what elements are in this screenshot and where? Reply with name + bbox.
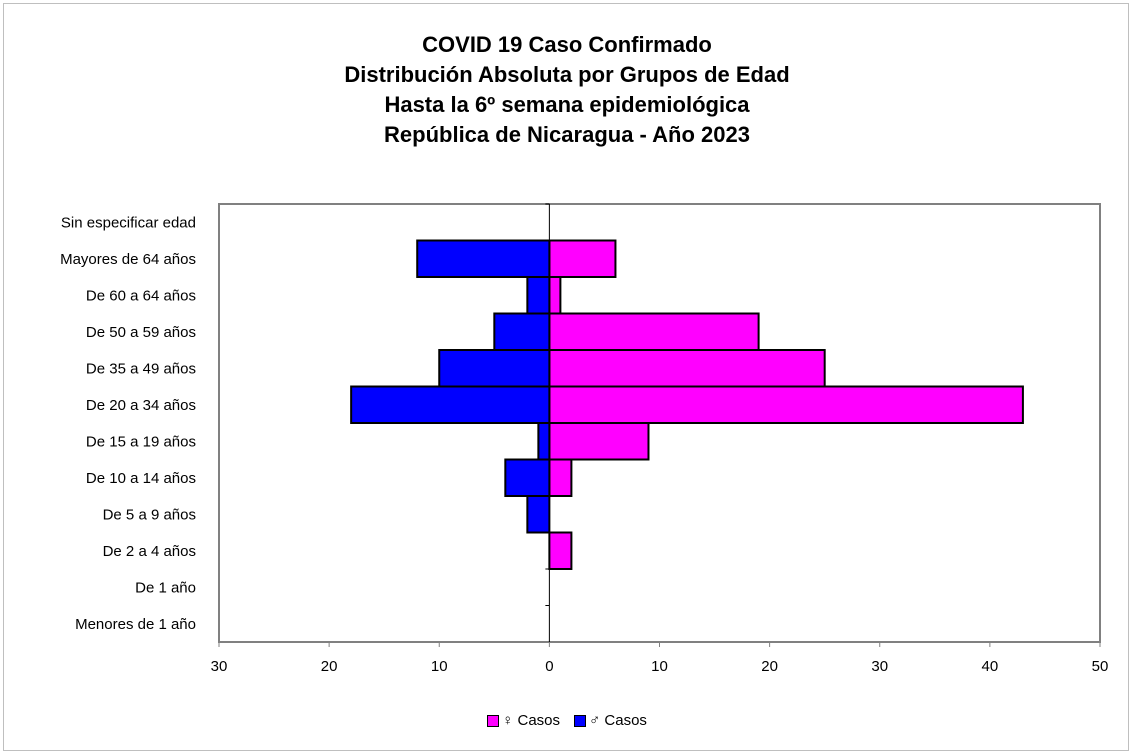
x-tick-label: 50 — [1092, 658, 1109, 675]
title-line-1: COVID 19 Caso Confirmado — [422, 32, 712, 57]
category-label: Sin especificar edad — [61, 214, 196, 231]
x-tick-label: 0 — [545, 658, 553, 675]
x-tick-label: 20 — [321, 658, 338, 675]
category-label: De 60 a 64 años — [86, 287, 196, 304]
bar-female — [548, 422, 650, 461]
title-line-3: Hasta la 6º semana epidemiológica — [384, 92, 750, 117]
bar-female — [548, 458, 573, 497]
bar-male — [350, 385, 551, 424]
bar-male — [438, 349, 551, 388]
category-label: Menores de 1 año — [75, 616, 196, 633]
chart-frame — [3, 3, 1129, 751]
legend-label-male: ♂ Casos — [589, 712, 647, 729]
legend-swatch-male — [574, 714, 586, 727]
bar-male — [537, 422, 551, 461]
bar-female — [548, 276, 562, 315]
category-label: De 10 a 14 años — [86, 470, 196, 487]
category-label: De 1 año — [135, 579, 196, 596]
chart-title: COVID 19 Caso Confirmado Distribución Ab… — [0, 30, 1134, 150]
x-tick-label: 30 — [211, 658, 228, 675]
legend-swatch-female — [487, 714, 500, 727]
x-tick-label: 10 — [431, 658, 448, 675]
x-tick-label: 30 — [871, 658, 888, 675]
bar-male — [493, 312, 551, 351]
x-tick-label: 40 — [982, 658, 999, 675]
bar-female — [548, 385, 1024, 424]
legend-label-female: ♀ Casos — [502, 712, 560, 729]
bar-female — [548, 239, 617, 278]
x-tick-label: 10 — [651, 658, 668, 675]
category-label: De 2 a 4 años — [103, 543, 196, 560]
legend: ♀ Casos ♂ Casos — [0, 712, 1134, 729]
category-label: De 5 a 9 años — [103, 506, 196, 523]
bar-male — [526, 495, 551, 534]
legend-item-female: ♀ Casos — [487, 712, 560, 729]
category-label: De 35 a 49 años — [86, 360, 196, 377]
bar-male — [504, 458, 551, 497]
bar-female — [548, 312, 760, 351]
bar-male — [526, 276, 551, 315]
category-label: De 20 a 34 años — [86, 397, 196, 414]
x-tick-label: 20 — [761, 658, 778, 675]
title-line-2: Distribución Absoluta por Grupos de Edad — [344, 62, 790, 87]
category-label: Mayores de 64 años — [60, 251, 196, 268]
bar-female — [548, 531, 573, 570]
bar-male — [416, 239, 551, 278]
category-label: De 50 a 59 años — [86, 324, 196, 341]
title-line-4: República de Nicaragua - Año 2023 — [384, 122, 750, 147]
legend-item-male: ♂ Casos — [574, 712, 647, 729]
bar-female — [548, 349, 826, 388]
category-label: De 15 a 19 años — [86, 433, 196, 450]
